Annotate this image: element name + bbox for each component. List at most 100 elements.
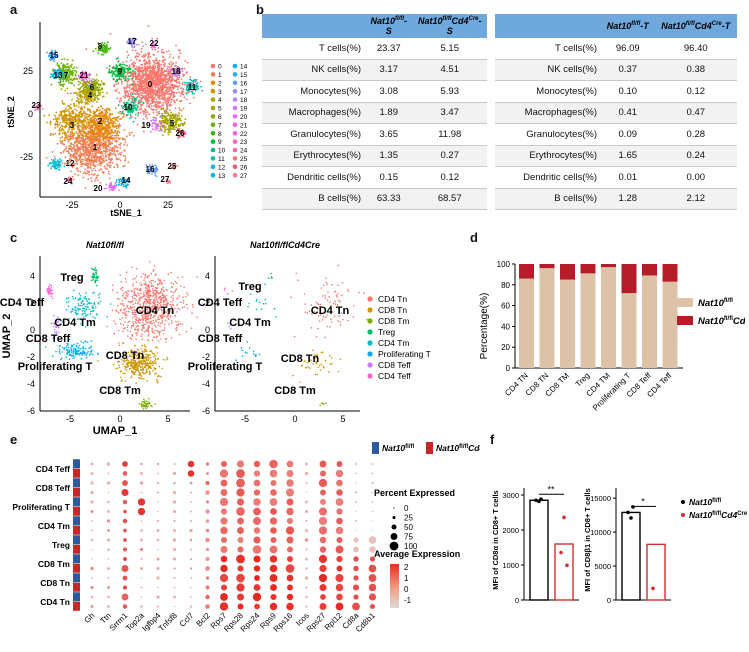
tsne-point [94, 83, 97, 86]
tsne-point [149, 56, 152, 58]
tsne-point [158, 64, 161, 67]
tsne-point [54, 157, 57, 160]
tsne-point [136, 92, 139, 94]
tsne-point [141, 97, 144, 99]
tsne-point [73, 118, 76, 121]
umap-point [140, 275, 143, 278]
tsne-point [108, 164, 110, 167]
tsne-point [126, 80, 129, 83]
tsne-point [189, 75, 192, 78]
tsne-point [71, 63, 73, 66]
tsne-point [85, 159, 87, 162]
tsne-point [97, 148, 100, 151]
tsne-point [197, 88, 200, 90]
tsne-point [77, 125, 80, 128]
tsne-point [78, 119, 81, 122]
tsne-point [132, 83, 135, 86]
tsne-point [116, 130, 119, 133]
tsne-point [161, 74, 164, 77]
tsne-point [80, 98, 83, 101]
tsne-cluster-label: 26 [176, 129, 185, 138]
tsne-legend-label: 23 [240, 139, 248, 146]
tsne-point [108, 115, 111, 118]
tsne-point [62, 63, 65, 66]
tsne-point [130, 75, 133, 77]
tsne-point [127, 99, 130, 102]
tsne-legend-swatch [232, 156, 238, 161]
tsne-point [111, 131, 113, 133]
umap-point [161, 297, 164, 299]
tsne-point [157, 96, 159, 99]
tsne-point [93, 141, 95, 144]
table-t-row: T cells(%) 96.09 96.40 [495, 38, 737, 60]
tsne-point [179, 130, 182, 133]
tsne-point [158, 69, 161, 72]
tsne-cluster-label: 8 [98, 42, 103, 51]
tsne-point [107, 158, 110, 160]
tsne-point [179, 72, 182, 74]
tsne-point [184, 131, 186, 133]
umap-point [191, 304, 194, 306]
table-s-header-0 [262, 14, 365, 38]
tsne-point [89, 74, 92, 76]
tsne-point [89, 79, 92, 82]
tsne-point [109, 143, 112, 145]
tsne-point [107, 118, 110, 121]
tsne-point [142, 74, 144, 77]
tsne-point [64, 137, 66, 139]
tsne-point [118, 181, 121, 184]
tsne-cluster-label: 18 [172, 67, 181, 76]
tsne-point [81, 158, 84, 161]
table-t-cell: 2.12 [654, 188, 737, 210]
tsne-point [76, 109, 78, 112]
tsne-point [60, 159, 63, 162]
tsne-point [135, 78, 137, 81]
tsne-point [116, 124, 118, 127]
tsne-point [78, 158, 81, 160]
tsne-point [115, 134, 118, 137]
tsne-point [109, 136, 111, 139]
tsne-point [120, 82, 123, 85]
tsne-point [132, 120, 135, 123]
tsne-point [171, 79, 174, 82]
tsne-point [70, 156, 73, 158]
tsne-point [74, 70, 77, 72]
tsne-point [105, 183, 108, 186]
tsne-point [145, 109, 148, 112]
tsne-point [88, 139, 91, 142]
tsne-point [86, 101, 88, 104]
tsne-point [84, 84, 87, 87]
tsne-point [85, 127, 88, 130]
tsne-point [116, 120, 119, 122]
tsne-point [157, 113, 160, 115]
tsne-point [106, 50, 109, 53]
tsne-point [108, 161, 110, 164]
tsne-point [65, 79, 68, 82]
tsne-point [91, 119, 93, 122]
tsne-point [138, 53, 141, 56]
tsne-point [159, 129, 162, 132]
tsne-point [65, 107, 67, 110]
tsne-point [60, 111, 63, 114]
tsne-point [109, 164, 112, 167]
tsne-point [51, 58, 53, 61]
tsne-point [123, 143, 126, 146]
tsne-point [66, 117, 69, 120]
tsne-point [169, 125, 172, 128]
tsne-point [145, 164, 148, 167]
table-s-cell: 23.37 [365, 38, 413, 60]
tsne-point [116, 140, 118, 143]
tsne-point [93, 173, 96, 175]
tsne-point [93, 86, 96, 88]
tsne-point [168, 90, 171, 92]
tsne-point [162, 63, 165, 66]
tsne-point [174, 107, 177, 110]
tsne-point [144, 69, 147, 72]
tsne-point [134, 70, 137, 73]
tsne-point [132, 104, 134, 107]
tsne-point [75, 78, 77, 81]
tsne-point [96, 121, 99, 124]
tsne-point [152, 71, 155, 74]
tsne-point [55, 76, 57, 79]
tsne-point [151, 165, 154, 168]
